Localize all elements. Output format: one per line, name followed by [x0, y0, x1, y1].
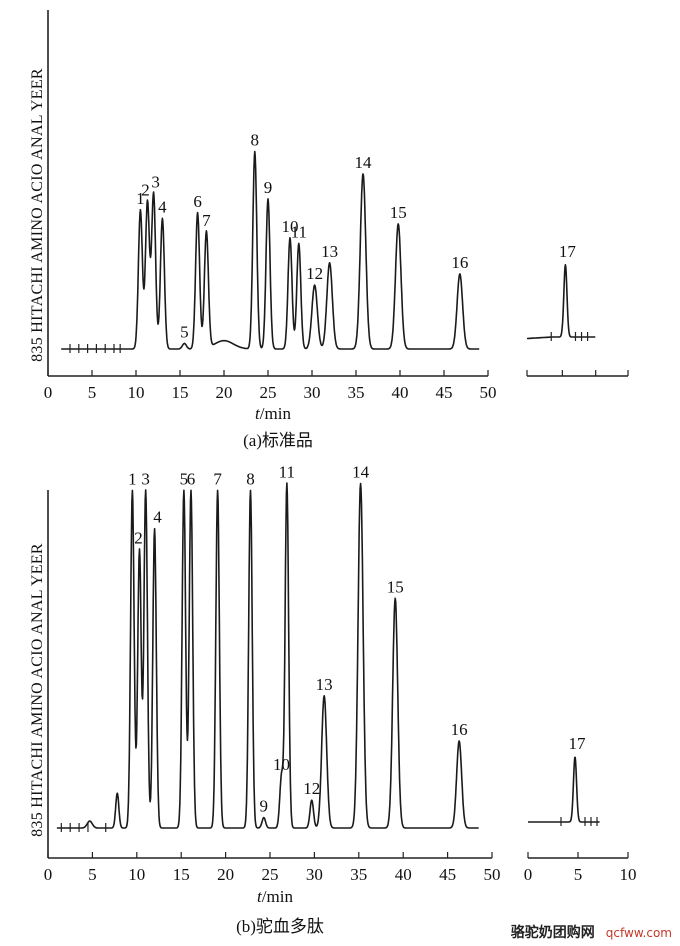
- peak-label-14: 14: [352, 462, 370, 481]
- peak-label-12: 12: [303, 779, 320, 798]
- x-axis-label: t/min: [255, 404, 291, 423]
- x-tick-label: 30: [306, 865, 323, 884]
- peak-label-11: 11: [291, 222, 307, 241]
- peak-label-9: 9: [260, 797, 269, 816]
- peak-label-8: 8: [246, 469, 255, 488]
- x-tick-label: 0: [44, 383, 53, 402]
- inset-x-tick-label: 5: [574, 865, 583, 884]
- x-tick-label: 20: [217, 865, 234, 884]
- x-tick-label: 30: [304, 383, 321, 402]
- inset-trace: [527, 756, 601, 823]
- inset-panel: 17: [526, 242, 629, 377]
- peak-label-1: 1: [128, 469, 137, 488]
- peak-label-9: 9: [264, 178, 273, 197]
- x-tick-label: 5: [88, 865, 97, 884]
- x-tick-label: 45: [436, 383, 453, 402]
- peak-label-12: 12: [306, 264, 323, 283]
- peak-label-6: 6: [193, 192, 202, 211]
- x-tick-label: 10: [128, 383, 145, 402]
- x-tick-label: 25: [262, 865, 279, 884]
- x-tick-label: 45: [439, 865, 456, 884]
- peak-label-2: 2: [134, 529, 143, 548]
- peak-label-10: 10: [273, 755, 290, 774]
- inset-x-tick-label: 0: [524, 865, 533, 884]
- peak-label-1: 1: [136, 189, 145, 208]
- peak-label-11: 11: [279, 462, 295, 481]
- chromatogram-trace: [60, 150, 480, 350]
- peak-label-14: 14: [355, 153, 373, 172]
- peak-label-15: 15: [387, 577, 404, 596]
- x-tick-label: 15: [172, 383, 189, 402]
- x-axis-label-unit: /min: [262, 887, 294, 906]
- peak-label-6: 6: [187, 469, 196, 488]
- x-tick-label: 25: [260, 383, 277, 402]
- panel-caption: (a)标准品: [243, 431, 313, 450]
- chromatogram-trace: [56, 482, 480, 829]
- inset-panel: 0 5 10 17: [524, 734, 637, 884]
- x-axis-label: t/min: [257, 887, 293, 906]
- peak-label-16: 16: [451, 720, 468, 739]
- x-tick-label: 50: [480, 383, 497, 402]
- x-tick-label: 0: [44, 865, 53, 884]
- panel-caption: (b)驼血多肽: [236, 917, 324, 936]
- peak-label-4: 4: [153, 508, 162, 527]
- x-axis-label-var: t: [255, 404, 261, 423]
- peak-label-4: 4: [158, 197, 167, 216]
- peak-label-8: 8: [251, 131, 260, 150]
- peak-label-16: 16: [451, 253, 468, 272]
- y-axis-label: 835 HITACHI AMINO ACIO ANAL YEER: [29, 68, 46, 362]
- peak-label-3: 3: [151, 172, 160, 191]
- x-tick-label: 35: [348, 383, 365, 402]
- x-tick-label: 5: [88, 383, 97, 402]
- peak-label-15: 15: [390, 203, 407, 222]
- peak-label-10: 10: [282, 217, 299, 236]
- peak-label-13: 13: [316, 675, 333, 694]
- peak-label-5: 5: [180, 322, 189, 341]
- x-tick-label: 50: [484, 865, 501, 884]
- peak-label-13: 13: [321, 242, 338, 261]
- peak-label-2: 2: [141, 181, 150, 200]
- peak-label-17: 17: [569, 734, 587, 753]
- inset-x-tick-label: 10: [620, 865, 637, 884]
- peak-label-3: 3: [141, 469, 150, 488]
- x-tick-label: 10: [128, 865, 145, 884]
- x-tick-label: 20: [216, 383, 233, 402]
- x-tick-label: 35: [350, 865, 367, 884]
- watermark: 骆驼奶团购网 qcfww.com: [511, 922, 672, 942]
- peak-label-5: 5: [180, 469, 189, 488]
- x-axis-label-unit: /min: [260, 404, 292, 423]
- x-axis-label-var: t: [257, 887, 263, 906]
- x-tick-label: 40: [392, 383, 409, 402]
- x-tick-label: 15: [173, 865, 190, 884]
- x-tick-label: 40: [395, 865, 412, 884]
- watermark-url: qcfww.com: [605, 926, 672, 940]
- y-axis-label: 835 HITACHI AMINO ACIO ANAL YEER: [29, 543, 46, 837]
- watermark-text: 骆驼奶团购网: [510, 925, 595, 941]
- peak-label-17: 17: [559, 242, 577, 261]
- peak-label-7: 7: [202, 211, 211, 230]
- inset-trace: [526, 263, 596, 340]
- peak-label-7: 7: [213, 469, 222, 488]
